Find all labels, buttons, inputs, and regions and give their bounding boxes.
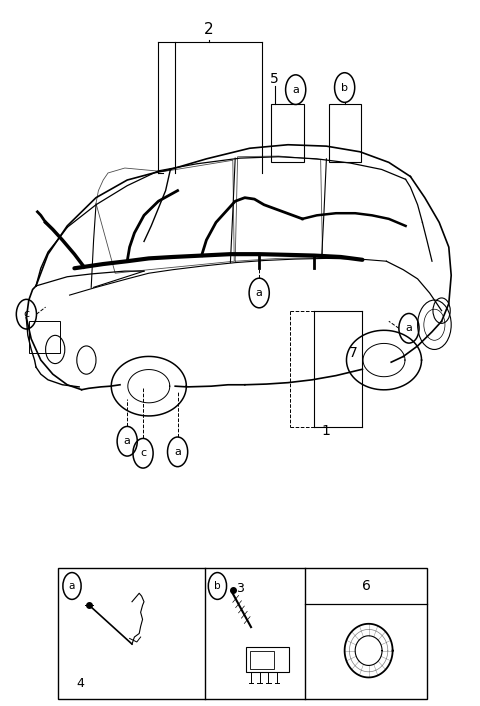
Text: a: a bbox=[124, 436, 131, 446]
Text: b: b bbox=[341, 83, 348, 92]
Text: a: a bbox=[292, 85, 299, 95]
Text: c: c bbox=[24, 309, 29, 319]
Text: b: b bbox=[214, 581, 221, 591]
Text: 6: 6 bbox=[362, 579, 371, 593]
Bar bbox=[271, 104, 304, 162]
Bar bbox=[58, 568, 427, 699]
Text: c: c bbox=[140, 448, 146, 458]
Text: 3: 3 bbox=[236, 582, 244, 594]
Text: 1: 1 bbox=[321, 424, 330, 438]
Text: a: a bbox=[256, 288, 263, 298]
Bar bbox=[329, 104, 361, 162]
Text: a: a bbox=[174, 447, 181, 457]
Text: a: a bbox=[406, 323, 412, 333]
Text: 2: 2 bbox=[204, 22, 214, 37]
Bar bbox=[29, 321, 60, 353]
Text: a: a bbox=[69, 581, 75, 591]
Text: 4: 4 bbox=[77, 677, 84, 690]
Bar bbox=[250, 651, 274, 669]
Text: 7: 7 bbox=[348, 346, 357, 360]
Bar bbox=[246, 647, 289, 672]
Text: 5: 5 bbox=[270, 72, 279, 86]
